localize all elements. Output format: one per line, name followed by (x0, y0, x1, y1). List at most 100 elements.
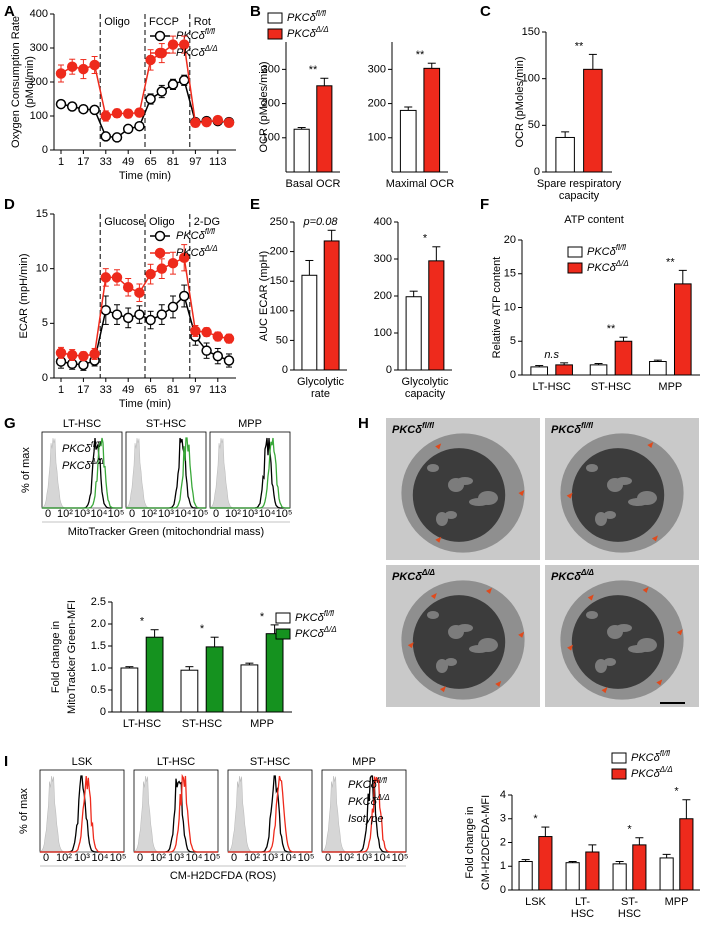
point (100, 272, 112, 283)
y-tick-label: 150 (522, 26, 540, 38)
bar (632, 844, 647, 891)
y-tick-label: 0 (42, 144, 48, 156)
error-bar (327, 229, 336, 241)
point (190, 325, 201, 337)
chromatin (436, 659, 448, 673)
arrowhead (495, 680, 502, 687)
bar (145, 636, 164, 713)
flow-curve (210, 437, 290, 509)
flow-axis-label: 10³ (168, 852, 184, 864)
error-bar (404, 106, 413, 111)
legend-marker (154, 47, 166, 59)
error-bar (245, 662, 254, 665)
legend-label: PKCδfl/fl (551, 421, 594, 436)
arrowhead (435, 443, 442, 450)
y-tick-label: 150 (270, 275, 288, 287)
error-bar (588, 844, 597, 852)
event-label: 2-DG (194, 216, 220, 228)
x-tick-label: 1 (58, 156, 64, 168)
point (78, 359, 89, 371)
legend-label: PKCδΔ/Δ (62, 457, 104, 472)
bar (423, 67, 441, 173)
error-bar (653, 359, 662, 362)
x-tick-label: 49 (122, 384, 134, 396)
bar (301, 274, 318, 371)
multiline-label: Glycolytic rate (297, 376, 345, 400)
arrowhead (656, 679, 663, 686)
y-tick-label: 400 (374, 216, 392, 228)
point (178, 39, 190, 50)
legend-sup: fl/fl (581, 421, 594, 430)
flow-axis-label: 10⁴ (91, 508, 108, 520)
flow-axis-label: 10⁵ (392, 852, 409, 864)
legend-marker (154, 247, 166, 259)
y-tick-label: 10 (504, 301, 516, 313)
flow-panel-title: MPP (352, 756, 376, 768)
legend-sup: fl/fl (91, 440, 101, 449)
x-tick-label: 65 (144, 384, 156, 396)
event-label: Rot (194, 16, 211, 28)
multiline-label: Spare respiratory capacity (537, 178, 622, 202)
label-line: ST- (621, 896, 638, 908)
legend-label: PKCδΔ/Δ (176, 44, 218, 59)
legend-sup: Δ/Δ (659, 765, 673, 774)
arrowhead (407, 642, 414, 649)
chromatin (604, 511, 616, 519)
flow-curve (40, 775, 124, 853)
point (201, 116, 212, 128)
arrowhead (647, 441, 654, 448)
chromatin (637, 638, 657, 652)
y-axis-label: Fold change in (464, 806, 476, 878)
legend-label: PKCδΔ/Δ (295, 625, 337, 640)
y-axis-label: (pMol/min) (24, 56, 36, 108)
nucleus (412, 448, 506, 542)
significance-label: ** (309, 64, 318, 76)
significance-label: ** (607, 323, 616, 335)
point (167, 79, 179, 90)
y-axis-label: % of max (18, 788, 30, 834)
chromatin (604, 658, 616, 666)
error-bar (535, 365, 544, 367)
legend-sup: Δ/Δ (315, 25, 329, 34)
point (212, 114, 224, 126)
micrograph (545, 565, 699, 707)
panel-letter: A (4, 3, 15, 20)
chromatin (586, 464, 598, 472)
significance-label: ** (416, 49, 425, 61)
point (66, 349, 78, 361)
point (145, 268, 156, 280)
label: MPP (658, 381, 682, 393)
legend-sup: Δ/Δ (204, 44, 218, 53)
point (223, 355, 235, 366)
legend-swatch (267, 28, 283, 40)
label: ST-HSC (591, 381, 631, 393)
point (212, 331, 224, 342)
chromatin (445, 658, 457, 666)
panel-letter: C (480, 3, 491, 20)
point (55, 98, 67, 110)
flow-curve (134, 773, 218, 853)
label-line: Spare respiratory (537, 178, 622, 190)
point (55, 347, 67, 359)
point (66, 61, 78, 72)
point (122, 282, 134, 293)
legend-name: PKCδ (176, 47, 206, 59)
y-axis-label: OCR (pMoles/min) (514, 56, 526, 147)
legend-name: PKCδ (587, 246, 617, 258)
legend-label: PKCδfl/fl (392, 421, 435, 436)
bar (293, 128, 310, 173)
chromatin (616, 477, 632, 485)
error-bar (185, 666, 194, 671)
significance-label: n.s (544, 349, 559, 361)
error-bar (409, 290, 418, 297)
arrowhead (642, 586, 649, 593)
legend-name: PKCδ (631, 768, 661, 780)
panel-letter: F (480, 196, 489, 213)
event-label: FCCP (149, 16, 179, 28)
point (145, 314, 156, 326)
error-bar (541, 826, 550, 837)
legend-label: PKCδΔ/Δ (587, 259, 629, 274)
legend-sup: Δ/Δ (615, 259, 629, 268)
y-tick-label: 0 (100, 706, 106, 718)
x-axis-label: MitoTracker Green (mitochondrial mass) (68, 526, 264, 538)
